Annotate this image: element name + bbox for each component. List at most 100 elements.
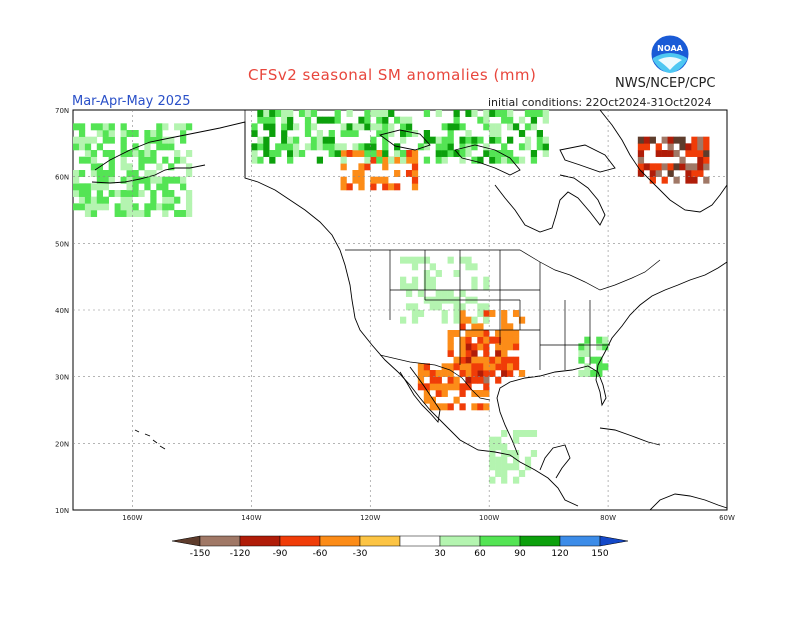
anomaly-cell (376, 110, 383, 117)
anomaly-cell (168, 136, 175, 144)
anomaly-cell (168, 163, 175, 171)
anomaly-cell (441, 150, 448, 157)
anomaly-cell (90, 170, 98, 177)
anomaly-cell (459, 403, 466, 411)
anomaly-cell (263, 143, 270, 151)
legend-value-label: -120 (230, 549, 251, 559)
anomaly-cell (90, 136, 98, 144)
anomaly-cell (185, 163, 193, 171)
anomaly-cell (429, 403, 436, 411)
anomaly-cell (102, 136, 109, 144)
anomaly-cell (465, 136, 472, 144)
anomaly-cell (417, 363, 425, 371)
anomaly-cell (376, 123, 383, 131)
anomaly-cell (405, 116, 413, 124)
coastline-hawaii (134, 429, 166, 450)
anomaly-cell (150, 136, 157, 144)
anomaly-cell (637, 170, 645, 177)
anomaly-cell (90, 210, 98, 217)
legend-value-label: 90 (514, 549, 526, 559)
anomaly-cell (483, 123, 490, 131)
anomaly-cell (441, 370, 448, 377)
anomaly-cell (162, 190, 169, 197)
anomaly-cell (542, 136, 549, 144)
anomaly-cell (501, 310, 508, 317)
legend-value-label: -60 (313, 549, 328, 559)
anomaly-cell (578, 350, 585, 357)
anomaly-cell (84, 150, 92, 157)
anomaly-cell (512, 363, 520, 371)
legend-labels: -150 -120 -90 -60 -30 30 60 90 120 150 (190, 549, 609, 559)
anomaly-cell (471, 316, 478, 324)
anomaly-cell (84, 156, 92, 164)
anomaly-cell (536, 143, 543, 151)
anomaly-cell (405, 130, 413, 137)
anomaly-cell (263, 123, 270, 131)
anomaly-cell (150, 156, 157, 164)
anomaly-cell (269, 156, 276, 164)
anomaly-cell (346, 183, 353, 191)
anomaly-cell (162, 143, 169, 151)
anomaly-cell (304, 143, 312, 151)
lat-lon-grid (73, 110, 727, 510)
anomaly-cell (358, 183, 365, 191)
anomaly-cell (483, 383, 490, 391)
anomaly-cell (518, 116, 526, 124)
anomaly-cell (405, 256, 413, 264)
anomaly-cell (132, 190, 139, 197)
anomaly-cell (382, 183, 389, 191)
anomaly-cell (162, 183, 169, 191)
anomaly-cell (292, 136, 300, 144)
anomaly-cell (423, 370, 431, 377)
anomaly-cell (697, 143, 704, 151)
anomaly-cell (156, 183, 163, 191)
anomaly-cell (447, 136, 454, 144)
anomaly-cell (138, 150, 145, 157)
anomaly-cell (477, 116, 484, 124)
anomaly-cell (126, 196, 133, 204)
anomaly-cell (144, 203, 151, 211)
anomaly-cell (78, 143, 86, 151)
anomaly-cell (78, 130, 86, 137)
anomaly-cell (507, 150, 514, 157)
anomaly-cell (495, 443, 502, 451)
anomaly-cell (471, 263, 478, 271)
anomaly-cell (637, 150, 645, 157)
anomaly-cell (364, 116, 371, 124)
anomaly-cell (459, 356, 466, 364)
anomaly-cell (138, 163, 145, 171)
anomaly-cell (465, 110, 472, 117)
anomaly-cell (667, 150, 674, 157)
anomaly-cell (447, 150, 454, 157)
coastline-south-america (649, 493, 728, 511)
anomaly-cell (292, 123, 300, 131)
anomaly-cell (435, 303, 442, 311)
anomaly-cell (423, 156, 431, 164)
anomaly-cell (263, 136, 270, 144)
anomaly-cell (102, 170, 109, 177)
anomaly-cell (405, 290, 413, 297)
anomaly-cell (156, 203, 163, 211)
anomaly-cell (477, 370, 484, 377)
anomaly-cell (411, 276, 419, 284)
anomaly-cell (501, 323, 508, 331)
anomaly-cell (370, 156, 377, 164)
anomaly-cell (512, 123, 520, 131)
anomaly-cell (667, 163, 674, 171)
anomaly-cell (459, 136, 466, 144)
anomaly-cell (394, 183, 401, 191)
anomaly-cell (501, 476, 508, 484)
anomaly-cell (411, 303, 419, 311)
anomaly-cell (269, 130, 276, 137)
anomaly-cell (691, 163, 698, 171)
coastline-aleutians (91, 164, 206, 184)
anomaly-cell (400, 130, 407, 137)
political-borders (244, 110, 661, 401)
anomaly-cell (471, 330, 478, 337)
anomaly-cell (697, 136, 704, 144)
anomaly-cell (376, 150, 383, 157)
anomaly-cell (471, 143, 478, 151)
anomaly-cell (596, 356, 603, 364)
anomaly-cell (483, 310, 490, 317)
anomaly-cell (441, 143, 448, 151)
